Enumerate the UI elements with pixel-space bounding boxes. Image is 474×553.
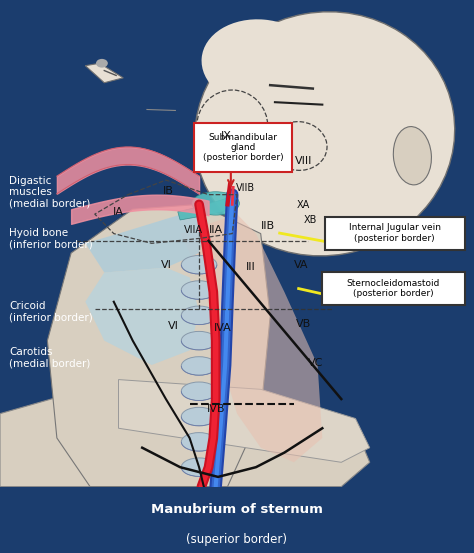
Text: Cricoid
(inferior border): Cricoid (inferior border) (9, 301, 93, 322)
Text: IA: IA (113, 207, 124, 217)
Ellipse shape (181, 432, 217, 451)
Text: IIB: IIB (261, 221, 275, 231)
Polygon shape (178, 195, 237, 220)
Text: Sternocleidomastoid
(posterior border): Sternocleidomastoid (posterior border) (347, 279, 440, 298)
FancyBboxPatch shape (194, 123, 292, 172)
Text: Carotids
(medial border): Carotids (medial border) (9, 347, 91, 368)
Text: VI: VI (161, 260, 171, 270)
Text: XB: XB (304, 215, 317, 225)
Ellipse shape (181, 306, 217, 325)
Polygon shape (85, 63, 123, 83)
Polygon shape (0, 379, 370, 487)
Text: Submandibular
gland
(posterior border): Submandibular gland (posterior border) (202, 133, 283, 163)
FancyBboxPatch shape (325, 217, 465, 249)
Ellipse shape (181, 331, 217, 350)
Ellipse shape (181, 458, 217, 477)
Ellipse shape (96, 59, 108, 67)
Ellipse shape (393, 127, 431, 185)
Text: IX: IX (221, 131, 232, 141)
Text: IVA: IVA (214, 324, 232, 333)
Text: IB: IB (163, 186, 173, 196)
FancyBboxPatch shape (322, 272, 465, 305)
Text: Manubrium of sternum: Manubrium of sternum (151, 503, 323, 517)
Ellipse shape (181, 408, 217, 426)
Text: Internal Jugular vein
(posterior border): Internal Jugular vein (posterior border) (348, 223, 441, 243)
Ellipse shape (181, 281, 217, 299)
Text: XA: XA (297, 200, 310, 210)
Text: VA: VA (294, 260, 308, 270)
Polygon shape (47, 205, 270, 487)
Text: VIII: VIII (295, 155, 312, 165)
Text: IIA: IIA (209, 225, 223, 234)
Polygon shape (180, 214, 322, 462)
Ellipse shape (181, 255, 217, 274)
Text: IVB: IVB (206, 404, 225, 414)
Ellipse shape (201, 19, 320, 107)
Polygon shape (85, 209, 204, 273)
Text: VB: VB (296, 319, 311, 328)
Ellipse shape (192, 192, 239, 215)
Text: (superior border): (superior border) (186, 533, 288, 546)
Text: Hyoid bone
(inferior border): Hyoid bone (inferior border) (9, 228, 93, 249)
Text: III: III (246, 262, 256, 272)
Polygon shape (85, 268, 199, 365)
Polygon shape (118, 379, 370, 462)
Text: VC: VC (308, 358, 323, 368)
Text: Digastic
muscles
(medial border): Digastic muscles (medial border) (9, 176, 91, 209)
Ellipse shape (181, 382, 217, 400)
Ellipse shape (195, 12, 455, 256)
Text: VIIA: VIIA (184, 225, 203, 234)
Text: VI: VI (168, 321, 178, 331)
Text: VIIB: VIIB (236, 184, 255, 194)
Ellipse shape (181, 357, 217, 375)
